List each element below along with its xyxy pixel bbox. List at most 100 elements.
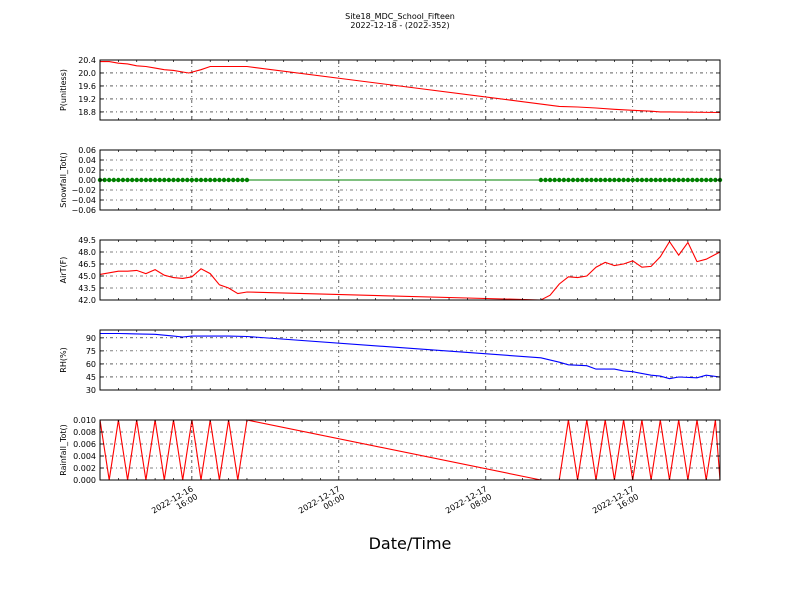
- x-axis-label: Date/Time: [368, 534, 452, 553]
- y-tick-label: 19.6: [78, 82, 96, 91]
- data-point: [612, 177, 617, 183]
- data-point: [658, 177, 663, 183]
- data-point: [244, 177, 250, 183]
- data-point: [543, 177, 548, 183]
- y-axis-label: Snowfall_Tot(): [59, 152, 68, 208]
- series-line: [99, 240, 721, 301]
- data-point: [189, 177, 195, 183]
- data-point: [143, 177, 149, 183]
- data-point: [221, 177, 227, 183]
- data-point: [653, 177, 658, 183]
- y-tick-label: 60: [86, 360, 96, 369]
- data-point: [699, 177, 704, 183]
- data-point: [598, 177, 603, 183]
- panel-4: 90 75 60 45 30 RH(%): [59, 329, 721, 395]
- data-point: [106, 177, 112, 183]
- y-tick-label: 0.00: [78, 176, 96, 185]
- data-point: [644, 177, 649, 183]
- y-tick-label: 20.0: [78, 69, 96, 78]
- data-point: [662, 177, 668, 183]
- series-line: [100, 61, 721, 114]
- panel-frame: [99, 419, 721, 481]
- chart-title: Site18_MDC_School_Fifteen: [345, 12, 455, 21]
- panel-frame: [99, 239, 721, 301]
- data-point: [203, 177, 208, 183]
- data-point: [580, 177, 585, 183]
- data-point: [111, 177, 116, 183]
- panel-5: 0.010 0.008 0.006 0.004 0.002 0.000 Rainfall_T…: [59, 416, 721, 485]
- data-point: [134, 177, 139, 183]
- data-point: [139, 177, 144, 183]
- data-point: [575, 177, 580, 183]
- y-tick-label: 42.0: [78, 296, 96, 305]
- data-point: [120, 177, 126, 183]
- y-tick-label: 0.06: [78, 146, 96, 155]
- y-tick-label: 0.04: [78, 156, 96, 165]
- data-point: [152, 177, 158, 183]
- data-point: [240, 177, 245, 183]
- y-tick-label: 75: [86, 347, 96, 356]
- y-tick-label: 46.5: [78, 260, 96, 269]
- y-axis-label: P(unitless): [59, 69, 68, 111]
- data-point: [157, 177, 162, 183]
- y-tick-label: 0.006: [73, 440, 96, 449]
- data-point: [166, 177, 172, 183]
- data-point: [129, 177, 135, 183]
- y-tick-label: 45: [86, 373, 96, 382]
- y-tick-label: 0.004: [73, 452, 96, 461]
- y-tick-label: 18.8: [78, 108, 96, 117]
- data-point: [552, 177, 557, 183]
- data-point: [694, 177, 700, 183]
- data-point: [116, 177, 121, 183]
- data-point: [230, 177, 236, 183]
- panel-3: 49.5 48.0 46.5 45.0 43.5 42.0 AirT(F): [59, 236, 721, 305]
- data-point: [547, 177, 553, 183]
- data-point: [570, 177, 576, 183]
- data-point: [676, 177, 681, 183]
- y-tick-label: 0.02: [78, 166, 96, 175]
- data-point: [708, 177, 714, 183]
- data-point: [630, 177, 635, 183]
- y-tick-label: 0.002: [73, 464, 96, 473]
- y-axis-label: RH(%): [59, 347, 68, 372]
- data-point: [217, 177, 222, 183]
- panel-frame: [99, 59, 721, 121]
- data-point: [175, 177, 181, 183]
- data-point: [212, 177, 218, 183]
- data-point: [621, 177, 626, 183]
- data-point: [148, 177, 153, 183]
- y-axis-label: AirT(F): [59, 257, 68, 284]
- data-point: [566, 177, 571, 183]
- data-point: [625, 177, 631, 183]
- data-point: [561, 177, 567, 183]
- panel-1: 20.4 20.0 19.6 19.2 18.8 P(unitless): [59, 56, 721, 121]
- data-point: [185, 177, 190, 183]
- y-tick-label: 0.010: [73, 416, 96, 425]
- data-point: [125, 177, 130, 183]
- data-point: [607, 177, 612, 183]
- series-line: [100, 332, 721, 380]
- data-point: [671, 177, 677, 183]
- data-point: [648, 177, 654, 183]
- data-point: [208, 177, 213, 183]
- data-point: [681, 177, 686, 183]
- y-tick-label: 43.5: [78, 284, 96, 293]
- data-point: [162, 177, 167, 183]
- data-point: [685, 177, 691, 183]
- data-point: [584, 177, 590, 183]
- panel-2: 0.060.040.020.00−0.02−0.04−0.06Snowfall_…: [59, 146, 723, 215]
- data-point: [639, 177, 645, 183]
- panel-frame: [99, 329, 721, 391]
- y-tick-label: 0.000: [73, 476, 96, 485]
- data-point: [667, 177, 672, 183]
- data-point: [704, 177, 709, 183]
- data-point: [171, 177, 176, 183]
- y-tick-label: −0.06: [71, 206, 96, 215]
- data-point: [538, 177, 544, 183]
- data-point: [713, 177, 718, 183]
- y-tick-label: 45.0: [78, 272, 96, 281]
